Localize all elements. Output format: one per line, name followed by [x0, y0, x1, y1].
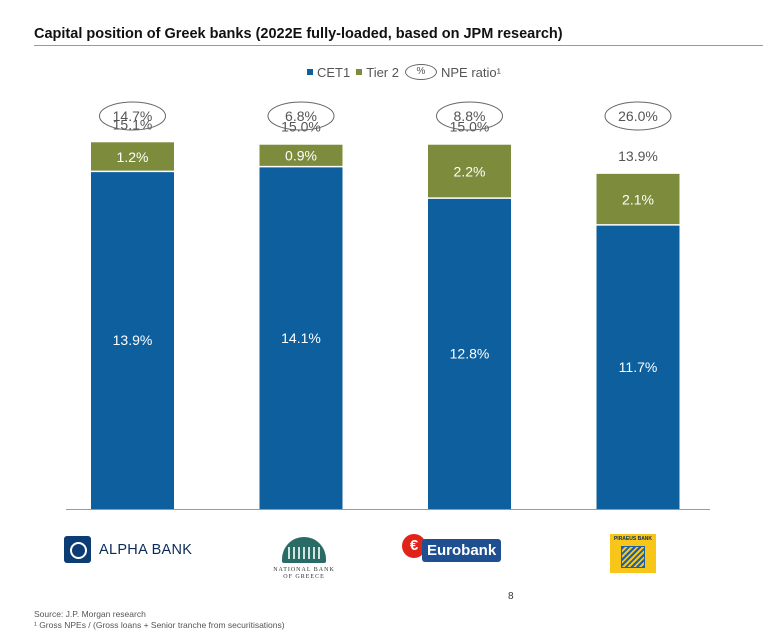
piraeus-wordmark: PIRAEUS BANK	[613, 536, 653, 542]
npe-oval	[267, 101, 335, 131]
legend-label-tier2: Tier 2	[366, 64, 399, 80]
legend-npe-oval: %	[404, 64, 437, 80]
chart-title: Capital position of Greek banks (2022E f…	[34, 26, 563, 42]
logo-alpha-bank: ALPHA BANK	[64, 536, 192, 563]
logo-national-bank-of-greece: NATIONAL BANK OF GREECE	[262, 537, 346, 581]
label-npe-ratio: 8.8%	[454, 108, 486, 124]
nbg-wordmark: NATIONAL BANK OF GREECE	[273, 567, 335, 580]
alpha-bank-wordmark: ALPHA BANK	[99, 541, 193, 558]
label-npe-ratio: 14.7%	[113, 108, 153, 124]
legend-item-npe: % NPE ratio¹	[404, 64, 501, 80]
nbg-building-icon	[282, 537, 326, 563]
bar-cet1	[259, 166, 343, 510]
label-tier2: 2.1%	[622, 191, 654, 207]
legend-label-npe: NPE ratio¹	[440, 64, 501, 80]
bar-cet1	[91, 171, 174, 509]
logo-eurobank: € Eurobank	[402, 534, 502, 562]
label-total: 15.0%	[450, 119, 490, 135]
bar-tier2	[428, 144, 511, 199]
label-total: 15.1%	[113, 116, 153, 132]
label-cet1: 14.1%	[281, 330, 321, 346]
eurobank-wordmark: Eurobank	[422, 539, 502, 562]
label-tier2: 0.9%	[285, 148, 317, 164]
stacked-bar-chart: 13.9%1.2%15.1%14.7%14.1%0.9%15.0%6.8%12.…	[66, 101, 710, 510]
npe-oval	[99, 101, 166, 131]
piraeus-emblem-icon	[621, 546, 645, 568]
bar-cet1	[596, 224, 680, 509]
label-npe-ratio: 26.0%	[618, 108, 658, 124]
label-total: 15.0%	[281, 119, 321, 135]
npe-oval	[436, 101, 503, 131]
source-text: Source: J.P. Morgan research	[34, 609, 146, 619]
legend: CET1 Tier 2 % NPE ratio¹	[307, 63, 507, 81]
bar-tier2	[259, 144, 343, 167]
legend-item-tier2: Tier 2	[356, 65, 399, 80]
source-notes: Source: J.P. Morgan research ¹ Gross NPE…	[34, 609, 285, 631]
page-number: 8	[508, 591, 514, 602]
label-tier2: 2.2%	[454, 163, 486, 179]
label-tier2: 1.2%	[117, 149, 149, 165]
title-divider	[34, 45, 763, 46]
label-cet1: 12.8%	[450, 346, 490, 362]
label-cet1: 11.7%	[619, 359, 658, 375]
footnote-text: ¹ Gross NPEs / (Gross loans + Senior tra…	[34, 620, 285, 630]
legend-swatch-tier2	[356, 69, 363, 75]
bar-tier2	[91, 142, 174, 172]
label-cet1: 13.9%	[113, 332, 153, 348]
label-npe-ratio: 6.8%	[285, 108, 317, 124]
bar-tier2	[596, 173, 680, 225]
alpha-bank-emblem-icon	[64, 536, 91, 563]
legend-swatch-cet1	[307, 69, 313, 75]
legend-item-cet1: CET1	[307, 65, 350, 80]
label-total: 13.9%	[618, 148, 658, 164]
logo-piraeus-bank: PIRAEUS BANK	[610, 534, 656, 573]
legend-label-cet1: CET1	[317, 64, 351, 80]
npe-oval	[604, 101, 672, 131]
bar-cet1	[428, 198, 511, 509]
